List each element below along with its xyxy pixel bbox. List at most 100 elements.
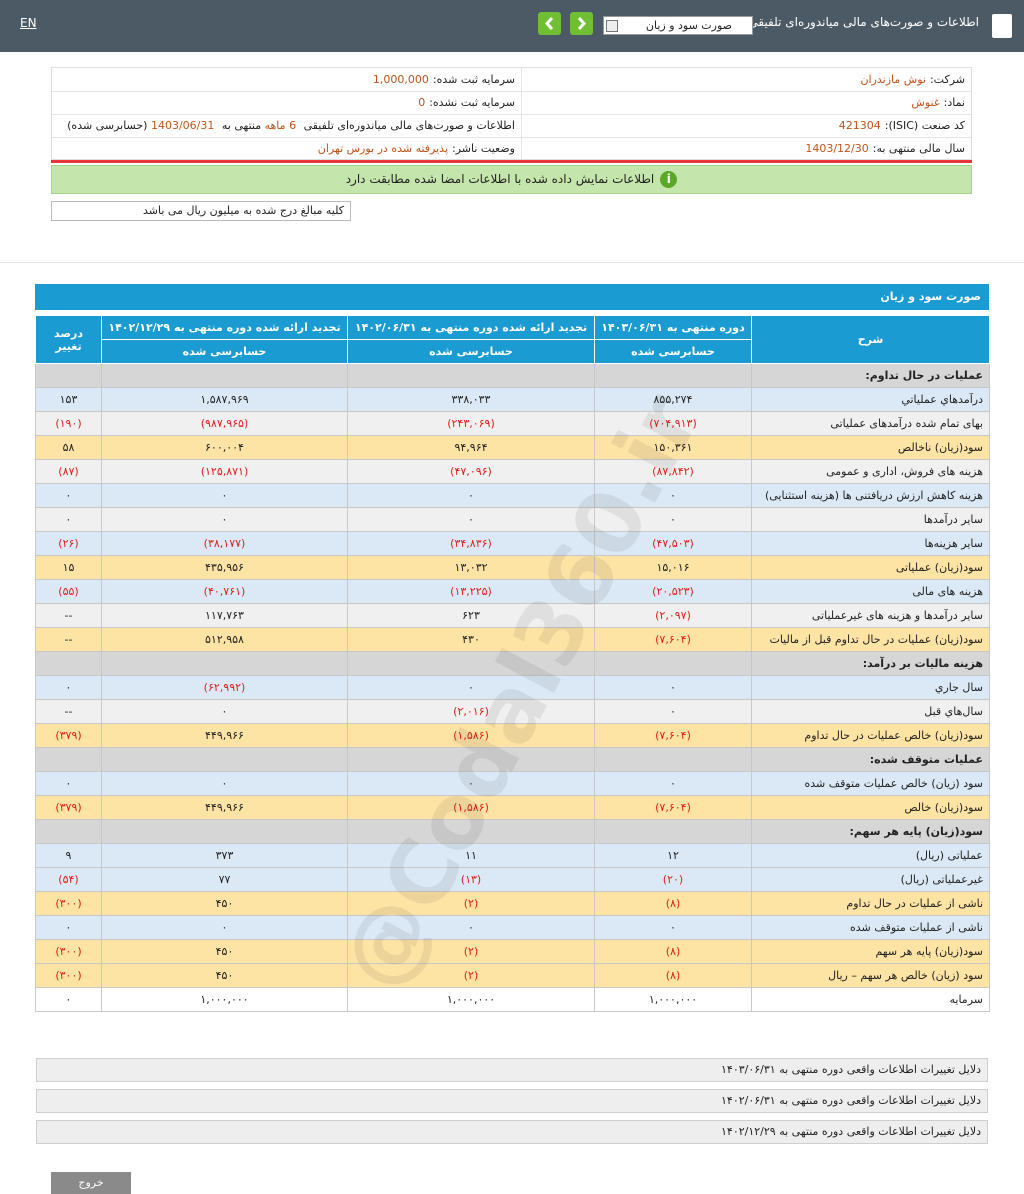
- row-label: سال جاري: [751, 675, 990, 700]
- value-cell: ۴۴۹,۹۶۶: [101, 723, 348, 748]
- value-cell: (۲): [347, 891, 595, 916]
- data-row: عملياتى (ريال) ۱۲ ۱۱ ۳۷۳ ۹: [35, 843, 990, 868]
- value-cell: (۳۰۰): [35, 891, 102, 916]
- empty-cell: [594, 819, 752, 844]
- value-cell: ۰: [35, 675, 102, 700]
- label: اطلاعات و صورت‌های مالی میاندوره‌ای تلفی…: [303, 119, 515, 132]
- label: وضعیت ناشر:: [452, 142, 515, 155]
- value-cell: (۲,۰۹۷): [594, 603, 752, 628]
- info-row: کد صنعت (ISIC):421304 اطلاعات و صورت‌های…: [52, 114, 971, 138]
- value-cell: ۰: [594, 483, 752, 508]
- value-cell: ۳۳۸,۰۳۳: [347, 387, 595, 412]
- data-row: سود (زيان) خالص هر سهم – ريال (۸) (۲) ۴۵۰ (۳…: [35, 963, 990, 988]
- change-reason-row[interactable]: دلایل تغییرات اطلاعات واقعی دوره منتهی ب…: [36, 1089, 988, 1113]
- value-cell: (۲۴۳,۰۶۹): [347, 411, 595, 436]
- value-cell: ۰: [101, 507, 348, 532]
- info-cell: کد صنعت (ISIC):421304: [521, 114, 971, 137]
- row-label: هزينه هاى فروش، ادارى و عمومى: [751, 459, 990, 484]
- value-cell: ۰: [594, 771, 752, 796]
- empty-cell: [35, 747, 102, 772]
- column-header: تجدید ارائه شده دوره منتهی به ۱۴۰۲/۰۶/۳۱: [347, 315, 595, 340]
- value-cell: (۷,۶۰۴): [594, 795, 752, 820]
- data-row: ناشى از عمليات متوقف شده ۰ ۰ ۰ ۰: [35, 915, 990, 940]
- empty-cell: [101, 747, 348, 772]
- sub-header: حسابرسی شده: [101, 339, 348, 364]
- empty-cell: [347, 819, 595, 844]
- data-row: سود(زيان) عملياتى ۱۵,۰۱۶ ۱۳,۰۳۲ ۴۳۵,۹۵۶ ۱۵: [35, 555, 990, 580]
- value-cell: ۴۵۰: [101, 891, 348, 916]
- value-cell: ۳۷۳: [101, 843, 348, 868]
- value-cell: ۰: [594, 699, 752, 724]
- value-cell: (۵۵): [35, 579, 102, 604]
- data-row: سود (زيان) خالص عمليات متوقف شده ۰ ۰ ۰ ۰: [35, 771, 990, 796]
- value-cell: (۱,۵۸۶): [347, 723, 595, 748]
- value-cell: ۰: [347, 915, 595, 940]
- value-cell: ۱,۵۸۷,۹۶۹: [101, 387, 348, 412]
- value-cell: (۸): [594, 939, 752, 964]
- value-cell: ۹: [35, 843, 102, 868]
- prev-button[interactable]: [538, 12, 561, 35]
- select-text: صورت سود و زیان: [645, 19, 732, 32]
- row-label: ناشى از عمليات متوقف شده: [751, 915, 990, 940]
- next-button[interactable]: [570, 12, 593, 35]
- label: کد صنعت (ISIC):: [884, 119, 965, 132]
- info-row: نماد:غنوش سرمایه ثبت نشده:0: [52, 91, 971, 115]
- data-row: ساير درآمدها ۰ ۰ ۰ ۰: [35, 507, 990, 532]
- section-row: عملیات در حال تداوم:: [35, 363, 990, 388]
- exit-button[interactable]: خروج: [51, 1172, 131, 1194]
- top-bar: EN اطلاعات و صورت‌های مالی میاندوره‌ای ت…: [0, 0, 1024, 52]
- chevron: [544, 16, 554, 31]
- value-cell: ۴۵۰: [101, 939, 348, 964]
- value: 6 ماهه: [264, 119, 297, 132]
- value-cell: ۱,۰۰۰,۰۰۰: [101, 987, 348, 1012]
- value: 1403/06/31: [150, 119, 215, 132]
- empty-cell: [101, 363, 348, 388]
- section-row: عمليات متوقف شده:: [35, 747, 990, 772]
- column-header: تجدید ارائه شده دوره منتهی به ۱۴۰۲/۱۲/۲۹: [101, 315, 348, 340]
- empty-cell: [347, 747, 595, 772]
- value-cell: ۶۰۰,۰۰۴: [101, 435, 348, 460]
- value-cell: ۰: [594, 507, 752, 532]
- row-label: سود(زيان) خالص: [751, 795, 990, 820]
- report-select[interactable]: صورت سود و زیان: [603, 16, 753, 35]
- data-row: سود(زيان) ناخالص ۱۵۰,۳۶۱ ۹۴,۹۶۴ ۶۰۰,۰۰۴ ۵۸: [35, 435, 990, 460]
- info-cell: وضعیت ناشر:پذیرفته شده در بورس تهران: [52, 137, 521, 160]
- value-cell: ۰: [101, 699, 348, 724]
- info-row: شرکت:نوش مازندران سرمایه ثبت شده:1,000,0…: [52, 68, 971, 92]
- value-cell: ۰: [35, 987, 102, 1012]
- value-cell: ۱,۰۰۰,۰۰۰: [347, 987, 595, 1012]
- value-cell: (۲۰,۵۲۳): [594, 579, 752, 604]
- section-label: عمليات متوقف شده:: [751, 747, 990, 772]
- row-label: سود(زيان) ناخالص: [751, 435, 990, 460]
- column-header: شرح: [751, 315, 990, 364]
- divider: [0, 262, 1024, 263]
- empty-cell: [347, 651, 595, 676]
- header-row: شرح دوره منتهی به ۱۴۰۳/۰۶/۳۱ تجدید ارائه…: [35, 315, 990, 364]
- empty-cell: [347, 363, 595, 388]
- label: (حسابرسی شده): [67, 119, 148, 132]
- row-label: عملياتى (ريال): [751, 843, 990, 868]
- value-cell: (۱۲۵,۸۷۱): [101, 459, 348, 484]
- value-cell: ۴۳۰: [347, 627, 595, 652]
- value: 0: [418, 96, 426, 109]
- info-row: سال مالی منتهی به:1403/12/30 وضعیت ناشر:…: [52, 137, 971, 160]
- value-cell: ۵۱۲,۹۵۸: [101, 627, 348, 652]
- change-reason-row[interactable]: دلایل تغییرات اطلاعات واقعی دوره منتهی ب…: [36, 1058, 988, 1082]
- row-label: درآمدهاي عملياتي: [751, 387, 990, 412]
- section-label: هزينه ماليات بر درآمد:: [751, 651, 990, 676]
- row-label: سود(زيان) خالص عمليات در حال تداوم: [751, 723, 990, 748]
- notice-text: اطلاعات نمایش داده شده با اطلاعات امضا ش…: [345, 172, 655, 186]
- row-label: بهاى تمام شده درآمدهاى عملياتى: [751, 411, 990, 436]
- value-cell: (۴۰,۷۶۱): [101, 579, 348, 604]
- change-reason-row[interactable]: دلایل تغییرات اطلاعات واقعی دوره منتهی ب…: [36, 1120, 988, 1144]
- value-cell: ۱۵۰,۳۶۱: [594, 435, 752, 460]
- label: سرمایه ثبت شده:: [432, 73, 515, 86]
- value-cell: (۲): [347, 963, 595, 988]
- header-row: حسابرسی شده حسابرسی شده حسابرسی شده: [36, 339, 990, 364]
- empty-cell: [35, 363, 102, 388]
- value-cell: (۲۶): [35, 531, 102, 556]
- empty-cell: [35, 651, 102, 676]
- table-head: شرح دوره منتهی به ۱۴۰۳/۰۶/۳۱ تجدید ارائه…: [35, 315, 990, 364]
- value-cell: (۸۷): [35, 459, 102, 484]
- language-link[interactable]: EN: [20, 16, 37, 30]
